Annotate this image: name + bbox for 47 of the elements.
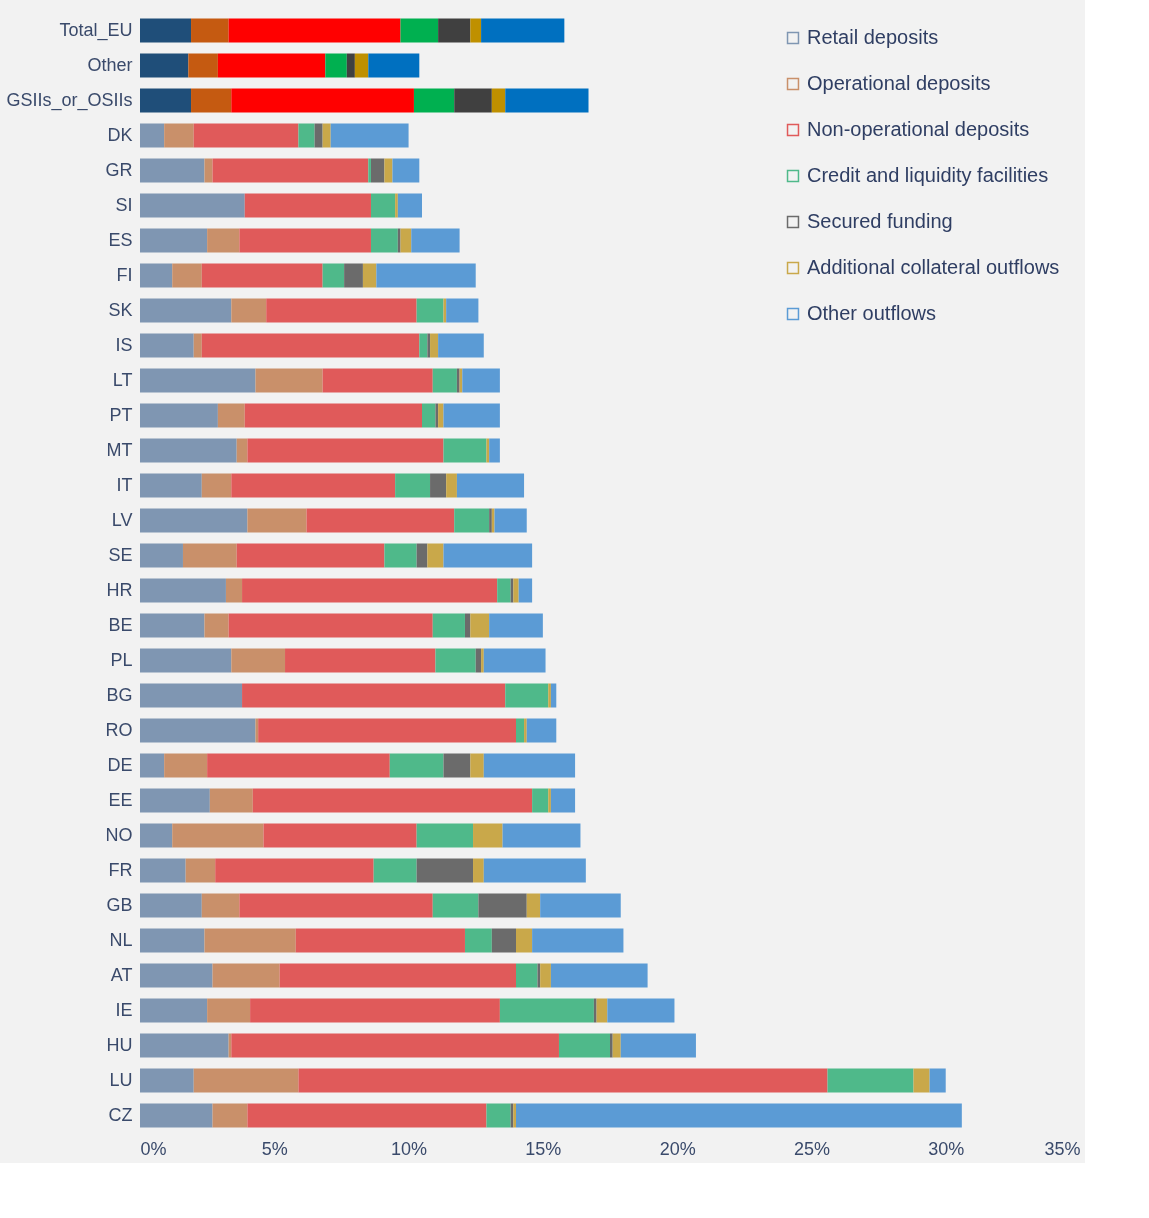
legend-label: Operational deposits bbox=[807, 72, 991, 94]
x-tick-label: 10% bbox=[391, 1138, 428, 1159]
y-tick-label: LV bbox=[111, 510, 133, 530]
y-tick-label: SK bbox=[108, 300, 133, 320]
x-tick-label: 30% bbox=[928, 1138, 965, 1159]
x-tick-label: 35% bbox=[1044, 1138, 1081, 1159]
y-tick-label: SI bbox=[115, 195, 133, 215]
y-tick-label: BE bbox=[108, 615, 133, 635]
y-tick-label: MT bbox=[106, 440, 133, 460]
y-tick-label: DK bbox=[107, 125, 133, 145]
y-tick-label: FR bbox=[108, 860, 133, 880]
y-tick-label: GR bbox=[105, 160, 133, 180]
y-tick-label: CZ bbox=[108, 1105, 133, 1125]
legend-label: Non-operational deposits bbox=[807, 118, 1030, 140]
y-tick-label: Total_EU bbox=[59, 20, 133, 41]
y-tick-label: FI bbox=[116, 265, 133, 285]
y-tick-label: NL bbox=[109, 930, 133, 950]
y-tick-label: IT bbox=[116, 475, 133, 495]
x-tick-label: 15% bbox=[525, 1138, 562, 1159]
y-tick-label: LU bbox=[109, 1070, 133, 1090]
y-tick-label: IS bbox=[115, 335, 133, 355]
y-tick-label: GSIIs_or_OSIIs bbox=[6, 90, 133, 111]
y-tick-label: PL bbox=[110, 650, 133, 670]
legend-label: Additional collateral outflows bbox=[807, 256, 1060, 278]
y-tick-label: PT bbox=[109, 405, 133, 425]
y-tick-label: AT bbox=[110, 965, 133, 985]
y-tick-label: SE bbox=[108, 545, 133, 565]
y-tick-label: HU bbox=[106, 1035, 133, 1055]
y-tick-label: BG bbox=[106, 685, 133, 705]
x-tick-label: 0% bbox=[140, 1138, 167, 1159]
y-tick-label: IE bbox=[115, 1000, 133, 1020]
y-tick-label: NO bbox=[105, 825, 133, 845]
legend-label: Secured funding bbox=[807, 210, 953, 232]
y-tick-label: GB bbox=[106, 895, 133, 915]
legend-label: Retail deposits bbox=[807, 26, 939, 48]
legend-label: Other outflows bbox=[807, 302, 936, 324]
x-tick-label: 25% bbox=[793, 1138, 830, 1159]
y-tick-label: LT bbox=[112, 370, 133, 390]
y-tick-label: ES bbox=[108, 230, 133, 250]
y-tick-label: Other bbox=[87, 55, 133, 75]
x-tick-label: 5% bbox=[261, 1138, 288, 1159]
y-tick-label: HR bbox=[106, 580, 133, 600]
y-tick-label: RO bbox=[105, 720, 133, 740]
x-tick-label: 20% bbox=[659, 1138, 696, 1159]
y-tick-label: EE bbox=[108, 790, 133, 810]
legend-label: Credit and liquidity facilities bbox=[807, 164, 1049, 186]
y-tick-label: DE bbox=[107, 755, 133, 775]
